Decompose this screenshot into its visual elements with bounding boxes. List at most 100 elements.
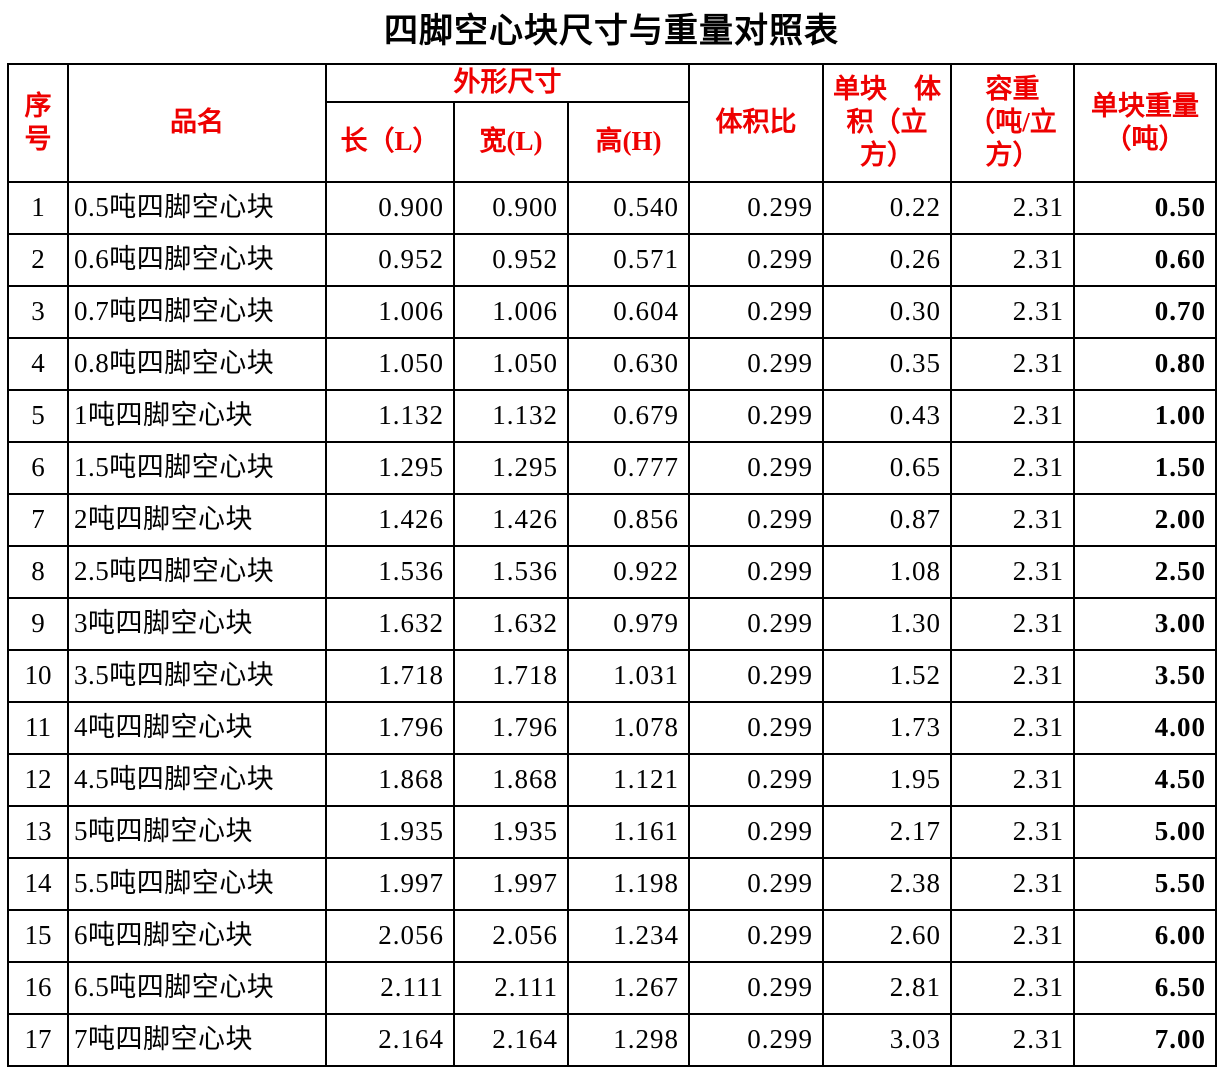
- cell-volume-ratio: 0.299: [688, 752, 824, 807]
- header-unit-weight: 单块重量 （吨）: [1073, 62, 1217, 183]
- cell-length: 1.050: [325, 336, 455, 391]
- table-row: 8 2.5吨四脚空心块 1.536 1.536 0.922 0.299 1.08 2.31 2.…: [7, 544, 1217, 599]
- cell-product-name: 4.5吨四脚空心块: [67, 752, 327, 807]
- cell-unit-volume: 0.43: [822, 388, 952, 443]
- cell-index: 1: [7, 180, 69, 235]
- cell-bulk-density: 2.31: [950, 544, 1075, 599]
- cell-index: 13: [7, 804, 69, 859]
- cell-volume-ratio: 0.299: [688, 336, 824, 391]
- cell-unit-weight: 1.00: [1073, 388, 1217, 443]
- cell-volume-ratio: 0.299: [688, 648, 824, 703]
- cell-bulk-density: 2.31: [950, 804, 1075, 859]
- cell-bulk-density: 2.31: [950, 648, 1075, 703]
- cell-volume-ratio: 0.299: [688, 440, 824, 495]
- cell-length: 1.935: [325, 804, 455, 859]
- cell-unit-volume: 0.30: [822, 284, 952, 339]
- header-bulk-density: 容重 （吨/立 方）: [950, 62, 1075, 183]
- cell-height: 0.630: [567, 336, 690, 391]
- cell-width: 2.164: [453, 1012, 569, 1067]
- cell-length: 0.952: [325, 232, 455, 287]
- cell-product-name: 0.7吨四脚空心块: [67, 284, 327, 339]
- cell-unit-volume: 0.22: [822, 180, 952, 235]
- cell-volume-ratio: 0.299: [688, 804, 824, 859]
- cell-unit-weight: 3.00: [1073, 596, 1217, 651]
- cell-index: 10: [7, 648, 69, 703]
- header-dimensions-group: 外形尺寸: [325, 62, 690, 103]
- cell-bulk-density: 2.31: [950, 1012, 1075, 1067]
- table-row: 14 5.5吨四脚空心块 1.997 1.997 1.198 0.299 2.38 2.31 5…: [7, 856, 1217, 911]
- cell-length: 2.056: [325, 908, 455, 963]
- cell-volume-ratio: 0.299: [688, 960, 824, 1015]
- cell-width: 1.632: [453, 596, 569, 651]
- cell-length: 2.111: [325, 960, 455, 1015]
- table-header: 序 号 品名 外形尺寸 体积比 单块 体 积（立 方） 容重 （吨/立 方） 单…: [7, 62, 1217, 183]
- cell-length: 1.868: [325, 752, 455, 807]
- cell-length: 1.536: [325, 544, 455, 599]
- cell-unit-volume: 0.26: [822, 232, 952, 287]
- cell-unit-weight: 1.50: [1073, 440, 1217, 495]
- cell-length: 1.426: [325, 492, 455, 547]
- cell-bulk-density: 2.31: [950, 336, 1075, 391]
- cell-bulk-density: 2.31: [950, 856, 1075, 911]
- cell-height: 0.540: [567, 180, 690, 235]
- cell-unit-volume: 2.81: [822, 960, 952, 1015]
- table-row: 10 3.5吨四脚空心块 1.718 1.718 1.031 0.299 1.52 2.31 3…: [7, 648, 1217, 703]
- cell-height: 1.267: [567, 960, 690, 1015]
- cell-unit-weight: 6.50: [1073, 960, 1217, 1015]
- cell-product-name: 0.6吨四脚空心块: [67, 232, 327, 287]
- table-row: 4 0.8吨四脚空心块 1.050 1.050 0.630 0.299 0.35 2.31 0.…: [7, 336, 1217, 391]
- cell-height: 1.298: [567, 1012, 690, 1067]
- cell-height: 1.121: [567, 752, 690, 807]
- cell-height: 1.234: [567, 908, 690, 963]
- cell-length: 1.006: [325, 284, 455, 339]
- cell-length: 1.718: [325, 648, 455, 703]
- cell-height: 1.161: [567, 804, 690, 859]
- cell-unit-weight: 3.50: [1073, 648, 1217, 703]
- cell-volume-ratio: 0.299: [688, 856, 824, 911]
- cell-index: 7: [7, 492, 69, 547]
- cell-width: 1.006: [453, 284, 569, 339]
- cell-volume-ratio: 0.299: [688, 180, 824, 235]
- header-length: 长（L）: [325, 100, 455, 183]
- table-row: 12 4.5吨四脚空心块 1.868 1.868 1.121 0.299 1.95 2.31 4…: [7, 752, 1217, 807]
- cell-product-name: 1吨四脚空心块: [67, 388, 327, 443]
- cell-height: 1.198: [567, 856, 690, 911]
- table-row: 3 0.7吨四脚空心块 1.006 1.006 0.604 0.299 0.30 2.31 0.…: [7, 284, 1217, 339]
- table-row: 7 2吨四脚空心块 1.426 1.426 0.856 0.299 0.87 2.31 2.00: [7, 492, 1217, 547]
- cell-height: 0.922: [567, 544, 690, 599]
- cell-unit-volume: 1.95: [822, 752, 952, 807]
- cell-product-name: 0.8吨四脚空心块: [67, 336, 327, 391]
- cell-unit-volume: 2.17: [822, 804, 952, 859]
- cell-volume-ratio: 0.299: [688, 232, 824, 287]
- header-row-1: 序 号 品名 外形尺寸 体积比 单块 体 积（立 方） 容重 （吨/立 方） 单…: [7, 62, 1217, 183]
- table-row: 1 0.5吨四脚空心块 0.900 0.900 0.540 0.299 0.22 2.31 0.…: [7, 180, 1217, 235]
- cell-height: 0.979: [567, 596, 690, 651]
- cell-width: 1.426: [453, 492, 569, 547]
- page-title: 四脚空心块尺寸与重量对照表: [384, 13, 839, 50]
- cell-width: 0.952: [453, 232, 569, 287]
- cell-volume-ratio: 0.299: [688, 544, 824, 599]
- cell-index: 11: [7, 700, 69, 755]
- cell-bulk-density: 2.31: [950, 492, 1075, 547]
- cell-volume-ratio: 0.299: [688, 388, 824, 443]
- cell-index: 12: [7, 752, 69, 807]
- cell-unit-volume: 1.73: [822, 700, 952, 755]
- cell-unit-weight: 2.50: [1073, 544, 1217, 599]
- cell-width: 1.295: [453, 440, 569, 495]
- cell-index: 16: [7, 960, 69, 1015]
- cell-bulk-density: 2.31: [950, 284, 1075, 339]
- table-body: 1 0.5吨四脚空心块 0.900 0.900 0.540 0.299 0.22 2.31 0.…: [7, 180, 1217, 1067]
- header-product-name: 品名: [67, 62, 327, 183]
- cell-bulk-density: 2.31: [950, 232, 1075, 287]
- cell-unit-weight: 2.00: [1073, 492, 1217, 547]
- cell-unit-volume: 0.65: [822, 440, 952, 495]
- header-width: 宽(L): [453, 100, 569, 183]
- cell-bulk-density: 2.31: [950, 596, 1075, 651]
- cell-product-name: 1.5吨四脚空心块: [67, 440, 327, 495]
- table-row: 16 6.5吨四脚空心块 2.111 2.111 1.267 0.299 2.81 2.31 6…: [7, 960, 1217, 1015]
- cell-length: 1.997: [325, 856, 455, 911]
- cell-unit-weight: 5.50: [1073, 856, 1217, 911]
- header-height: 高(H): [567, 100, 690, 183]
- cell-bulk-density: 2.31: [950, 440, 1075, 495]
- cell-unit-weight: 0.60: [1073, 232, 1217, 287]
